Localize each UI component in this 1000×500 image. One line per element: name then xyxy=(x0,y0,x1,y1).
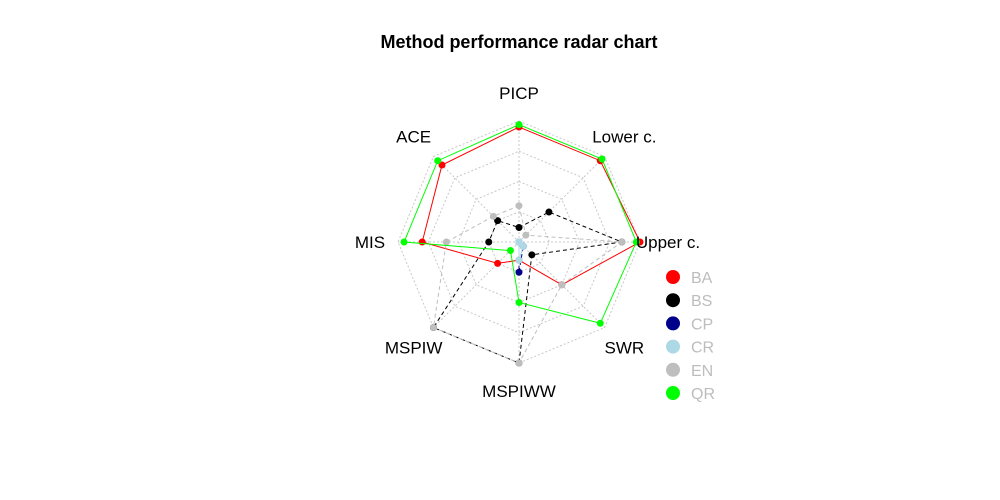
data-point xyxy=(618,238,626,246)
axis-spoke xyxy=(433,241,520,328)
data-point xyxy=(515,268,523,276)
data-point xyxy=(418,238,426,246)
data-point xyxy=(515,238,523,246)
data-point xyxy=(598,155,606,163)
legend-label: CP xyxy=(691,316,713,333)
legend-label: BA xyxy=(691,270,713,287)
series-en xyxy=(429,202,626,367)
legend-item: CR xyxy=(666,339,714,357)
data-point xyxy=(515,299,523,306)
data-point xyxy=(429,324,437,332)
grid-ring xyxy=(427,150,611,334)
legend-marker xyxy=(666,270,680,284)
legend-marker xyxy=(666,316,680,331)
legend-item: CP xyxy=(666,316,713,333)
data-point xyxy=(515,359,523,367)
legend-marker xyxy=(666,362,680,377)
axis-spoke xyxy=(518,156,605,243)
legend-item: QR xyxy=(666,386,715,403)
series-cr xyxy=(515,238,527,264)
data-point xyxy=(528,251,536,259)
axis-label: ACE xyxy=(396,128,431,147)
axis-label: MSPIW xyxy=(385,338,443,357)
legend-item: EN xyxy=(666,362,713,380)
data-point xyxy=(485,238,493,246)
data-point xyxy=(494,259,502,267)
legend-label: BS xyxy=(691,293,712,310)
data-point xyxy=(442,238,450,246)
series-line xyxy=(432,211,624,364)
axis-labels: PICP Lower c. Upper c. SWR MSPIWW MSPIW MIS ACE xyxy=(355,84,700,401)
legend-item: BA xyxy=(666,270,713,287)
series-layer xyxy=(400,121,644,367)
legend-item: BS xyxy=(666,293,712,310)
legend-label: QR xyxy=(691,386,715,403)
axis-spoke xyxy=(433,156,520,243)
data-point xyxy=(519,242,527,250)
data-point xyxy=(515,223,523,231)
grid-ring xyxy=(397,120,641,364)
legend: BA BS CP CR EN QR xyxy=(666,270,715,403)
axis-label: Lower c. xyxy=(592,128,656,147)
data-point xyxy=(506,247,514,255)
axis-label: MSPIWW xyxy=(482,382,556,401)
data-point xyxy=(434,157,442,165)
legend-label: EN xyxy=(691,363,713,380)
legend-label: CR xyxy=(691,340,714,357)
data-point xyxy=(515,121,523,129)
axis-label: PICP xyxy=(499,84,539,103)
series-qr xyxy=(400,121,640,327)
legend-marker xyxy=(666,339,680,354)
axis-label: Upper c. xyxy=(636,233,700,252)
data-point xyxy=(632,238,640,246)
data-point xyxy=(494,217,502,225)
data-point xyxy=(489,212,497,220)
axis-label: SWR xyxy=(605,338,645,357)
legend-marker xyxy=(666,386,680,400)
data-point xyxy=(522,231,530,239)
data-point xyxy=(596,319,604,327)
series-line xyxy=(421,126,641,286)
data-point xyxy=(400,238,408,246)
data-point xyxy=(438,161,446,169)
legend-marker xyxy=(666,293,680,308)
axis-label: MIS xyxy=(355,233,385,252)
chart-title: Method performance radar chart xyxy=(380,32,657,52)
data-point xyxy=(558,281,566,289)
data-point xyxy=(515,256,523,264)
data-point xyxy=(545,208,553,216)
data-point xyxy=(515,202,523,210)
